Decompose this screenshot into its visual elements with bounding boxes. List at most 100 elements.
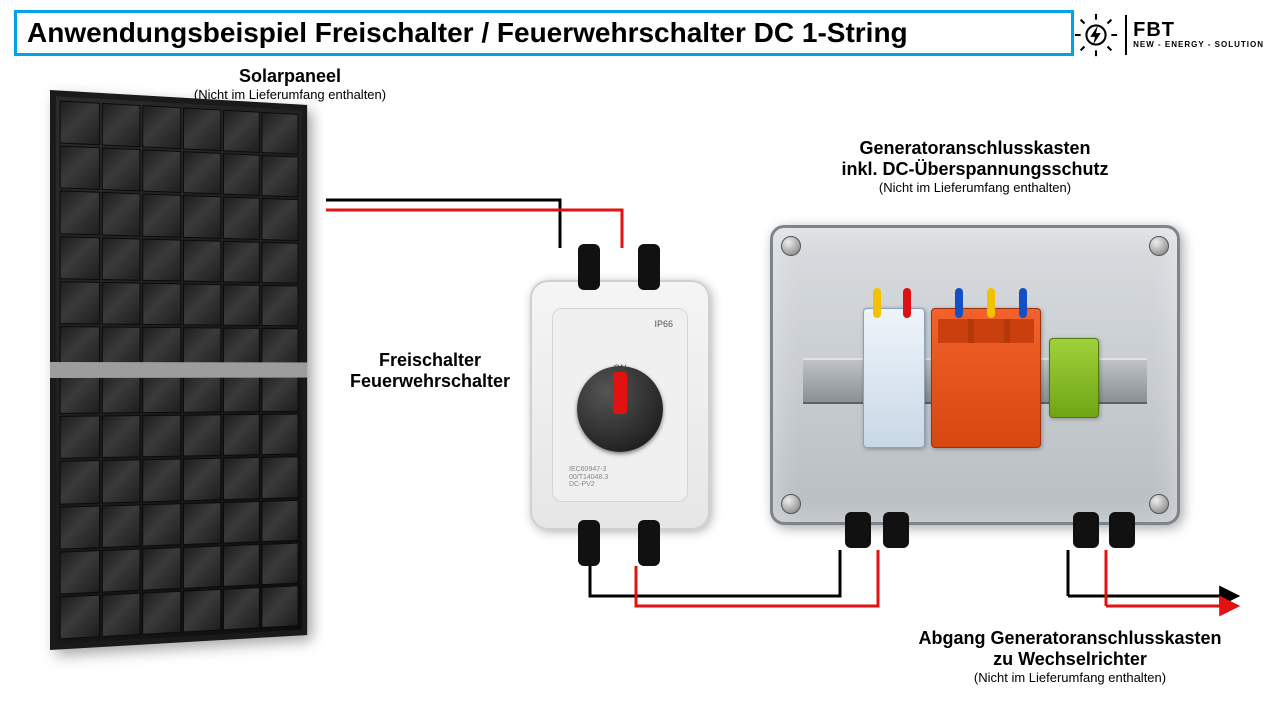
terminal-block xyxy=(1049,338,1099,418)
solar-cell xyxy=(223,544,260,587)
cable-gland xyxy=(883,512,909,548)
solar-cell xyxy=(262,198,299,240)
internal-wire xyxy=(987,288,995,318)
internal-wire xyxy=(873,288,881,318)
label-panel-main: Solarpaneel xyxy=(130,66,450,87)
panel-junction-bar xyxy=(50,362,307,378)
internal-wire xyxy=(903,288,911,318)
solar-cell xyxy=(102,548,141,592)
solar-cell xyxy=(223,501,260,544)
surge-protector xyxy=(931,308,1041,448)
solar-cell xyxy=(262,112,299,155)
switch-spec-text: IEC60947-3 00/T14048.3 DC-PV2 xyxy=(569,466,608,489)
sun-bolt-icon xyxy=(1073,12,1119,58)
solar-cell xyxy=(183,502,221,545)
solar-cell xyxy=(60,101,100,146)
logo-text: FBT NEW - ENERGY - SOLUTION xyxy=(1133,20,1264,49)
solar-cell xyxy=(60,191,100,235)
solar-cell xyxy=(143,591,182,635)
generator-junction-box xyxy=(770,225,1180,525)
solar-cell xyxy=(262,585,299,628)
solar-cell xyxy=(183,283,221,325)
solar-cell xyxy=(183,545,221,588)
brand-logo: FBT NEW - ENERGY - SOLUTION xyxy=(1073,12,1264,58)
cable-gland xyxy=(1073,512,1099,548)
solar-cell xyxy=(60,460,100,504)
solar-cell xyxy=(262,457,299,499)
page-title: Anwendungsbeispiel Freischalter / Feuerw… xyxy=(27,17,1061,49)
enclosure-screw xyxy=(781,494,801,514)
solar-cell xyxy=(102,593,141,638)
solar-cell xyxy=(102,282,141,325)
label-output: Abgang Generatoranschlusskasten zu Wechs… xyxy=(880,628,1260,685)
solar-cell xyxy=(262,285,299,327)
solar-cell xyxy=(183,195,221,238)
solar-cell xyxy=(143,415,182,458)
rotary-dial xyxy=(577,366,663,452)
title-bar: Anwendungsbeispiel Freischalter / Feuerw… xyxy=(14,10,1074,56)
solar-cell xyxy=(60,416,100,459)
enclosure-screw xyxy=(1149,236,1169,256)
label-jbox-l2: inkl. DC-Überspannungsschutz xyxy=(770,159,1180,180)
solar-cell xyxy=(60,594,100,639)
label-switch-l2: Feuerwehrschalter xyxy=(330,371,530,392)
solar-cell xyxy=(223,197,260,240)
solar-cell xyxy=(102,504,141,548)
enclosure-screw xyxy=(1149,494,1169,514)
switch-bottom-connectors xyxy=(578,520,660,566)
solar-cell xyxy=(102,148,141,192)
solar-cell xyxy=(183,589,221,633)
solar-cell xyxy=(183,239,221,282)
solar-cell xyxy=(143,282,182,325)
dc-wire xyxy=(1068,550,1236,596)
solar-cell xyxy=(223,284,260,326)
solar-cell xyxy=(102,415,141,458)
label-jbox: Generatoranschlusskasten inkl. DC-Übersp… xyxy=(770,138,1180,195)
internal-wire xyxy=(955,288,963,318)
solar-cell xyxy=(60,505,100,549)
dc-wire xyxy=(326,210,622,248)
cable-gland xyxy=(1109,512,1135,548)
label-output-sub: (Nicht im Lieferumfang enthalten) xyxy=(880,670,1260,685)
cable-gland xyxy=(845,512,871,548)
switch-ip-rating: IP66 xyxy=(654,319,673,329)
logo-separator xyxy=(1125,15,1127,55)
solar-cell xyxy=(223,110,260,153)
dc-wire xyxy=(636,550,878,606)
solar-cell xyxy=(143,459,182,502)
solar-cell xyxy=(262,414,299,456)
solar-cell xyxy=(143,503,182,546)
solar-panel xyxy=(50,90,307,650)
solar-cell xyxy=(143,149,182,193)
solar-cell xyxy=(102,460,141,503)
label-switch-l1: Freischalter xyxy=(330,350,530,371)
fuse-holder xyxy=(863,308,925,448)
solar-cell xyxy=(143,194,182,237)
solar-cell xyxy=(183,458,221,501)
solar-cell xyxy=(223,587,260,630)
enclosure-screw xyxy=(781,236,801,256)
solar-cell xyxy=(223,153,260,196)
solar-cell xyxy=(183,107,221,151)
solar-cell xyxy=(143,105,182,149)
solar-cell xyxy=(223,457,260,499)
solar-cell xyxy=(262,542,299,585)
solar-cell xyxy=(262,155,299,198)
solar-cell xyxy=(223,414,260,456)
logo-brand: FBT xyxy=(1133,20,1264,41)
solar-cell xyxy=(262,241,299,283)
solar-cell xyxy=(223,240,260,282)
label-jbox-sub: (Nicht im Lieferumfang enthalten) xyxy=(770,180,1180,195)
dc-isolator-switch: IP66 ON OFF 🔒 IEC60947-3 00/T14048.3 DC-… xyxy=(530,280,710,530)
solar-cell xyxy=(143,547,182,591)
solar-cell xyxy=(60,236,100,280)
solar-cell xyxy=(102,192,141,236)
label-switch: Freischalter Feuerwehrschalter xyxy=(330,350,530,392)
switch-faceplate: IP66 ON OFF 🔒 IEC60947-3 00/T14048.3 DC-… xyxy=(552,308,688,502)
solar-cell xyxy=(183,151,221,194)
internal-wire xyxy=(1019,288,1027,318)
logo-tagline: NEW - ENERGY - SOLUTION xyxy=(1133,41,1264,49)
solar-cell xyxy=(60,281,100,324)
label-jbox-l1: Generatoranschlusskasten xyxy=(770,138,1180,159)
solar-cell xyxy=(60,146,100,191)
